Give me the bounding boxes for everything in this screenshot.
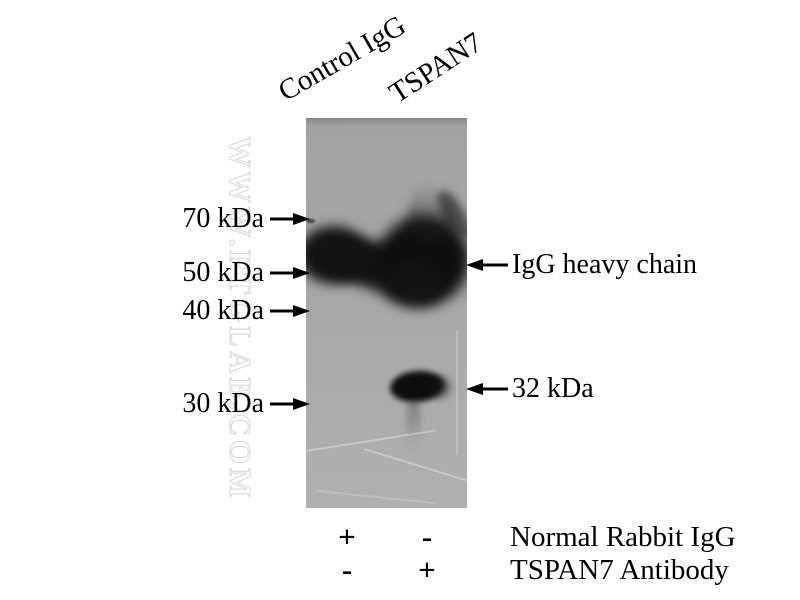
sample-row-tspan7-antibody: - + TSPAN7 Antibody — [300, 553, 770, 587]
right-arrow-icon — [270, 305, 310, 317]
left-arrow-icon — [466, 259, 508, 271]
annotation-igg-heavy-chain: IgG heavy chain — [466, 249, 697, 281]
membrane-speck — [306, 219, 315, 223]
igg-heavy-chain-band-lane2-lower — [382, 262, 446, 306]
right-arrow-icon — [270, 213, 310, 225]
mw-marker-label: 50 kDa — [182, 257, 264, 288]
membrane-scratch — [456, 330, 458, 455]
lane2-presence-symbol: - — [421, 519, 433, 554]
lane2-presence-symbol: + — [418, 552, 436, 587]
mw-marker-label: 70 kDa — [182, 203, 264, 234]
membrane-scratch — [316, 489, 436, 504]
mw-marker-label: 40 kDa — [182, 295, 264, 326]
sample-row-label: Normal Rabbit IgG — [510, 520, 736, 553]
annotation-label: IgG heavy chain — [512, 249, 698, 280]
sample-row-normal-rabbit-igg: + - Normal Rabbit IgG — [300, 520, 770, 554]
mw-marker-70kda: 70 kDa — [140, 203, 310, 235]
right-arrow-icon — [270, 398, 310, 410]
annotation-label: 32 kDa — [512, 373, 594, 404]
right-arrow-icon — [270, 267, 310, 279]
annotation-32kda: 32 kDa — [466, 373, 594, 405]
blot-membrane — [306, 118, 467, 508]
left-arrow-icon — [466, 383, 508, 395]
mw-marker-label: 30 kDa — [182, 388, 264, 419]
tspan7-32kda-band-edge — [428, 376, 450, 398]
mw-marker-50kda: 50 kDa — [140, 257, 310, 289]
mw-marker-30kda: 30 kDa — [140, 388, 310, 420]
mw-marker-40kda: 40 kDa — [140, 295, 310, 327]
band-drip-smear — [406, 400, 421, 458]
sample-row-label: TSPAN7 Antibody — [510, 553, 729, 586]
lane1-presence-symbol: + — [338, 519, 356, 554]
lane1-presence-symbol: - — [341, 552, 353, 587]
